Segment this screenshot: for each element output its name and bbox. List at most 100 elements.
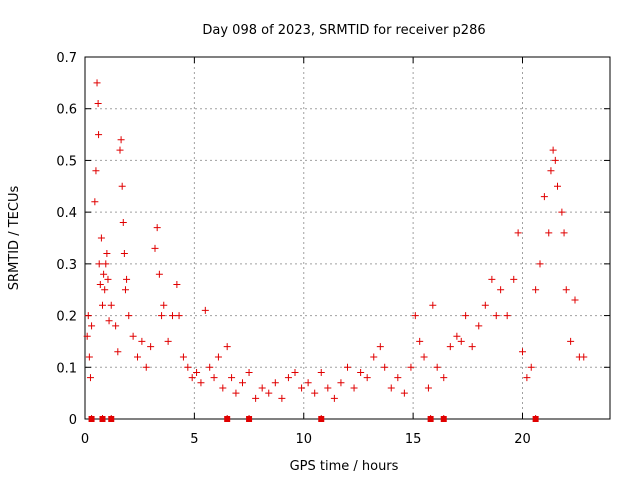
data-point <box>123 275 131 283</box>
chart-title: Day 098 of 2023, SRMTID for receiver p28… <box>202 23 485 38</box>
data-point <box>158 312 166 320</box>
data-point <box>119 218 127 226</box>
data-point <box>420 353 428 361</box>
data-point <box>83 332 91 340</box>
data-point <box>151 244 159 252</box>
data-point <box>381 363 389 371</box>
data-point <box>545 229 553 237</box>
data-point <box>330 394 338 402</box>
data-point <box>193 368 201 376</box>
data-point <box>560 229 568 237</box>
data-point <box>376 343 384 351</box>
data-point <box>547 167 555 175</box>
data-point <box>523 374 531 382</box>
data-point <box>107 301 115 309</box>
data-point <box>271 379 279 387</box>
y-tick-label: 0.5 <box>56 154 77 169</box>
data-point <box>155 270 163 278</box>
data-point <box>304 379 312 387</box>
data-point <box>284 374 292 382</box>
data-point <box>184 363 192 371</box>
data-point <box>153 224 161 232</box>
x-tick-label: 20 <box>514 432 531 447</box>
data-point <box>265 389 273 397</box>
data-point <box>387 384 395 392</box>
data-point <box>239 379 246 387</box>
y-tick-label: 0.4 <box>56 206 77 221</box>
data-point <box>554 182 561 190</box>
y-tick-label: 0.3 <box>56 258 77 273</box>
data-point <box>357 368 365 376</box>
data-point <box>99 301 106 309</box>
data-point <box>210 374 218 382</box>
data-point <box>112 322 120 330</box>
data-point <box>173 281 181 289</box>
data-point <box>125 312 133 320</box>
x-tick-label: 0 <box>81 432 89 447</box>
data-point <box>102 260 110 268</box>
data-point <box>197 379 205 387</box>
data-point <box>394 374 402 382</box>
data-point <box>179 353 187 361</box>
y-tick-label: 0.2 <box>56 310 77 325</box>
data-point <box>532 286 540 294</box>
y-tick-label: 0 <box>69 413 77 428</box>
x-tick-label: 10 <box>295 432 312 447</box>
data-point <box>519 348 526 356</box>
grid-lines <box>85 57 610 419</box>
data-point <box>503 312 511 320</box>
data-point <box>117 136 125 144</box>
data-point <box>540 193 548 201</box>
data-point <box>311 389 319 397</box>
data-point <box>219 384 227 392</box>
data-point <box>101 286 109 294</box>
plot-frame <box>84 56 611 420</box>
data-point <box>567 337 575 345</box>
data-point <box>488 275 496 283</box>
y-tick-label: 0.7 <box>56 51 77 66</box>
x-tick-label: 5 <box>190 432 198 447</box>
data-point <box>446 343 454 351</box>
data-point <box>96 281 104 289</box>
data-points <box>83 79 588 402</box>
data-point <box>95 131 103 139</box>
data-point <box>85 353 93 361</box>
x-axis: 0 5 10 15 20 <box>81 57 531 447</box>
data-point <box>120 250 128 258</box>
data-point <box>514 229 522 237</box>
data-point <box>129 332 137 340</box>
data-point <box>93 79 101 87</box>
data-point <box>481 301 489 309</box>
data-point <box>92 167 100 175</box>
data-point <box>86 374 94 382</box>
data-point <box>100 270 108 278</box>
data-point <box>245 368 253 376</box>
y-tick-label: 0.6 <box>56 103 77 118</box>
data-point <box>370 353 378 361</box>
data-point <box>104 275 112 283</box>
x-axis-label: GPS time / hours <box>290 459 399 474</box>
data-point <box>551 156 559 164</box>
data-point <box>188 374 196 382</box>
data-point <box>88 322 96 330</box>
data-point <box>324 384 332 392</box>
data-point <box>121 286 129 294</box>
data-point <box>252 394 260 402</box>
data-point <box>510 275 518 283</box>
data-point <box>580 353 588 361</box>
data-point <box>228 374 236 382</box>
data-point <box>134 353 141 361</box>
data-point <box>468 343 476 351</box>
data-point <box>175 312 183 320</box>
data-point <box>201 306 209 314</box>
data-point <box>232 389 240 397</box>
data-point <box>411 312 419 320</box>
data-point <box>492 312 500 320</box>
y-tick-label: 0.1 <box>56 361 77 376</box>
data-point <box>206 363 214 371</box>
data-point <box>440 374 448 382</box>
data-point <box>258 384 266 392</box>
data-point <box>558 208 566 216</box>
data-point <box>475 322 483 330</box>
data-point <box>160 301 168 309</box>
